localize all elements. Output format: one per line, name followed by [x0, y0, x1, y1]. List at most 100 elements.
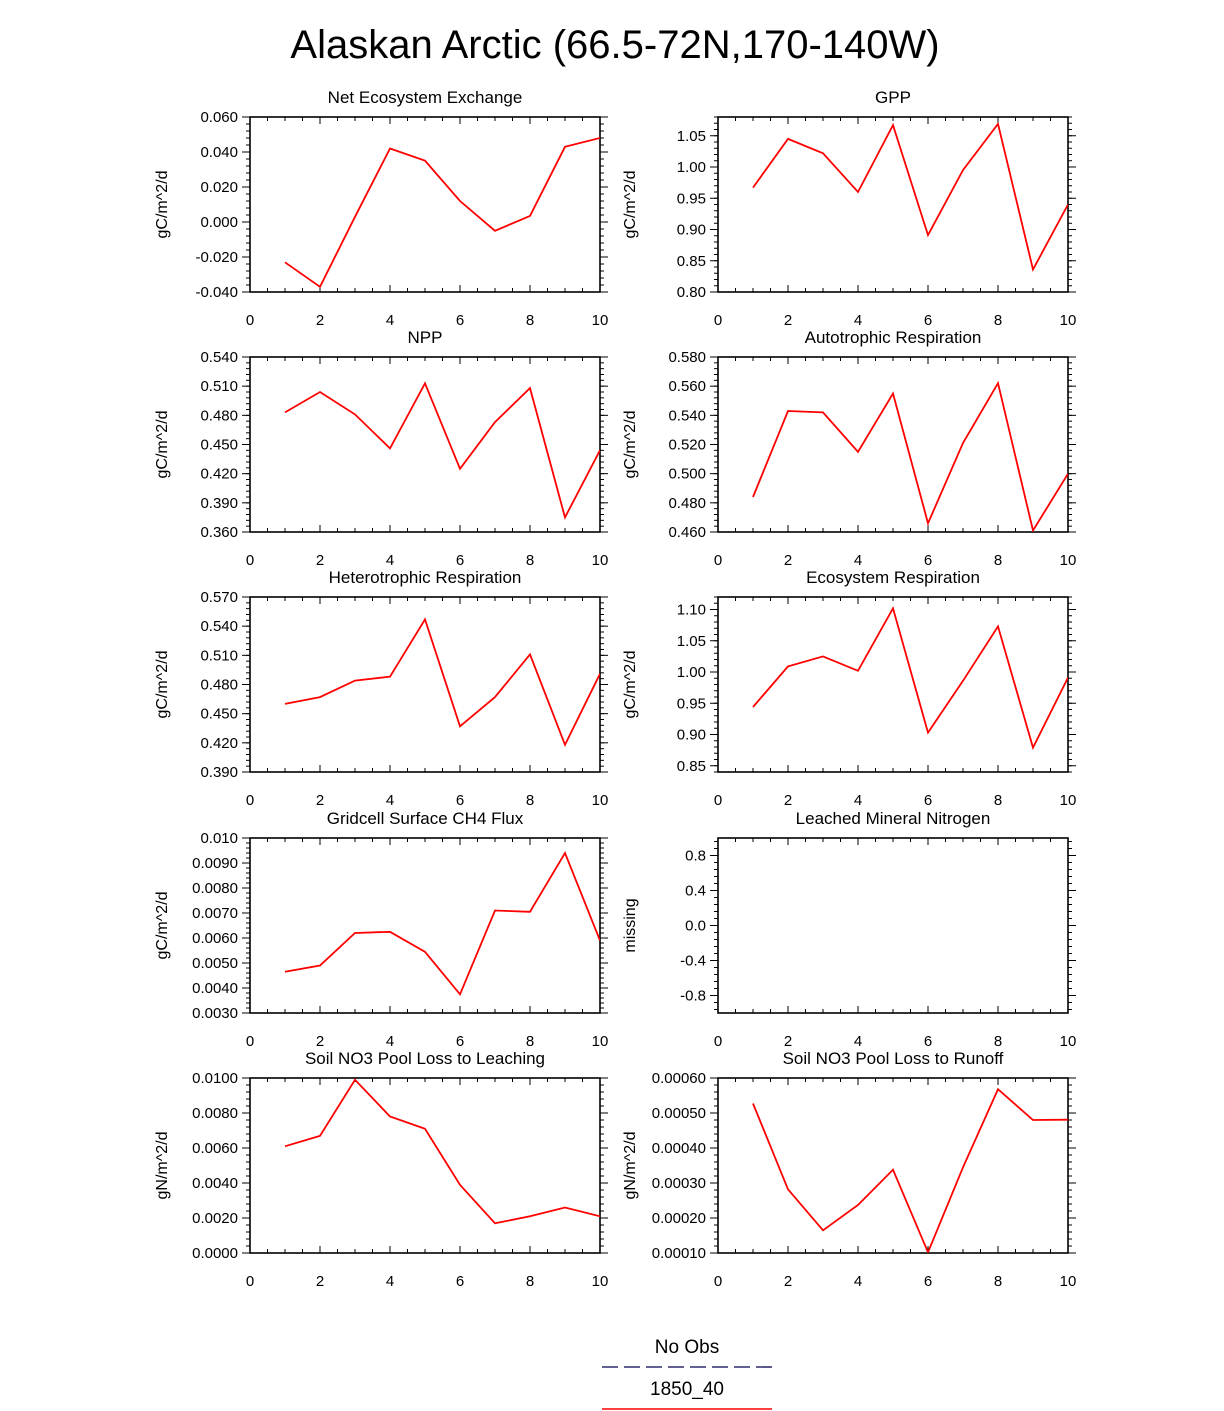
chart-panel: Leached Mineral Nitrogen 0 2 4 6 8 10 -0.8 -0.4 0… [622, 809, 1076, 1050]
plot-frame [717, 837, 1069, 1014]
x-tick-label: 8 [526, 1033, 534, 1050]
legend-label: No Obs [655, 1337, 719, 1358]
chart-panel: Heterotrophic Respiration 0 2 4 6 8 10 0.390 0.4… [154, 568, 608, 809]
y-tick-label: 1.00 [677, 159, 706, 176]
panel-title: Heterotrophic Respiration [329, 568, 522, 587]
legend: No Obs 1850_40 [602, 1337, 772, 1410]
x-tick-label: 10 [592, 792, 609, 809]
y-tick-label: -0.8 [680, 988, 706, 1005]
x-tick-label: 10 [592, 312, 609, 329]
y-axis-label: gC/m^2/d [154, 171, 171, 239]
y-tick-label: 0.0000 [192, 1245, 238, 1262]
panel-title: Leached Mineral Nitrogen [796, 809, 991, 828]
y-tick-label: 0.0040 [192, 1175, 238, 1192]
x-tick-label: 6 [456, 312, 464, 329]
y-tick-label: 1.05 [677, 633, 706, 650]
y-tick-label: 0.0060 [192, 1140, 238, 1157]
y-tick-label: 0.0090 [192, 855, 238, 872]
y-tick-label: 0.420 [200, 466, 238, 483]
chart-panel: Gridcell Surface CH4 Flux 0 2 4 6 8 10 0.0030 0.… [154, 809, 608, 1050]
y-tick-label: 0.0 [685, 918, 706, 935]
y-tick-label: 0.95 [677, 190, 706, 207]
y-tick-label: 0.390 [200, 764, 238, 781]
y-axis-label: gC/m^2/d [154, 651, 171, 719]
x-tick-label: 2 [316, 1033, 324, 1050]
series-line [752, 121, 1068, 273]
y-tick-label: 0.420 [200, 735, 238, 752]
x-tick-label: 0 [714, 1273, 722, 1290]
y-tick-label: 0.0030 [192, 1005, 238, 1022]
y-tick-label: 0.0040 [192, 980, 238, 997]
y-tick-label: 0.0020 [192, 1210, 238, 1227]
x-tick-label: 2 [316, 792, 324, 809]
y-axis-label: gC/m^2/d [154, 411, 171, 479]
x-tick-label: 8 [994, 552, 1002, 569]
y-tick-label: 0.480 [200, 677, 238, 694]
y-tick-label: 0.0100 [192, 1070, 238, 1087]
y-tick-label: -0.040 [195, 284, 238, 301]
chart-panel: Soil NO3 Pool Loss to Runoff 0 2 4 6 8 10 0.000… [622, 1049, 1076, 1290]
y-tick-label: 0.460 [668, 524, 706, 541]
x-tick-label: 8 [994, 1033, 1002, 1050]
y-axis-label: gC/m^2/d [154, 892, 171, 960]
x-tick-label: 0 [246, 312, 254, 329]
y-tick-label: 0.8 [685, 848, 706, 865]
series-line [284, 137, 600, 289]
series-line [284, 381, 600, 520]
x-tick-label: 8 [994, 1273, 1002, 1290]
x-tick-label: 10 [1060, 1273, 1077, 1290]
y-tick-label: 0.0050 [192, 955, 238, 972]
y-tick-label: 0.00050 [652, 1105, 706, 1122]
panel-title: Gridcell Surface CH4 Flux [327, 809, 524, 828]
y-axis-label: gC/m^2/d [622, 411, 639, 479]
panel-title: Soil NO3 Pool Loss to Runoff [783, 1049, 1004, 1068]
x-tick-label: 8 [526, 792, 534, 809]
y-axis-label: gC/m^2/d [622, 171, 639, 239]
panels: Net Ecosystem Exchange 0 2 4 6 8 10 -0.040 -0.02… [154, 88, 1076, 1290]
x-tick-label: 8 [994, 312, 1002, 329]
y-tick-label: 0.90 [677, 727, 706, 744]
y-tick-label: 0.010 [200, 830, 238, 847]
x-tick-label: 0 [246, 792, 254, 809]
x-tick-label: 2 [784, 792, 792, 809]
x-tick-label: 4 [854, 792, 862, 809]
x-tick-label: 8 [526, 552, 534, 569]
series-line [752, 605, 1068, 751]
x-tick-label: 4 [386, 312, 394, 329]
panel-title: Ecosystem Respiration [806, 568, 980, 587]
x-tick-label: 2 [316, 312, 324, 329]
y-tick-label: 0.85 [677, 253, 706, 270]
y-tick-label: 0.390 [200, 495, 238, 512]
y-tick-label: 0.480 [200, 407, 238, 424]
y-tick-label: 0.0080 [192, 880, 238, 897]
y-axis-label: gN/m^2/d [154, 1132, 171, 1200]
chart-panel: Autotrophic Respiration 0 2 4 6 8 10 0.460 0.480… [622, 328, 1076, 569]
x-tick-label: 6 [456, 552, 464, 569]
x-tick-label: 4 [386, 792, 394, 809]
y-tick-label: 1.05 [677, 128, 706, 145]
main-title: Alaskan Arctic (66.5-72N,170-140W) [290, 23, 939, 67]
chart-panel: NPP 0 2 4 6 8 10 0.360 0.390 0.420 0.450 0.480 0.510… [154, 328, 608, 569]
y-tick-label: 1.00 [677, 664, 706, 681]
y-tick-label: 0.500 [668, 466, 706, 483]
x-tick-label: 6 [456, 1273, 464, 1290]
panel-title: Autotrophic Respiration [805, 328, 982, 347]
y-tick-label: 0.580 [668, 349, 706, 366]
y-tick-label: 0.85 [677, 758, 706, 775]
x-tick-label: 0 [714, 1033, 722, 1050]
y-tick-label: 0.95 [677, 695, 706, 712]
x-tick-label: 6 [924, 1033, 932, 1050]
x-tick-label: 4 [386, 1273, 394, 1290]
panel-title: Net Ecosystem Exchange [328, 88, 523, 107]
y-tick-label: 0.480 [668, 495, 706, 512]
x-tick-label: 6 [924, 312, 932, 329]
y-tick-label: 0.040 [200, 144, 238, 161]
y-tick-label: -0.4 [680, 953, 706, 970]
x-tick-label: 10 [1060, 792, 1077, 809]
y-tick-label: 0.0070 [192, 905, 238, 922]
y-tick-label: 0.00030 [652, 1175, 706, 1192]
x-tick-label: 4 [854, 312, 862, 329]
x-tick-label: 8 [526, 312, 534, 329]
x-tick-label: 6 [924, 792, 932, 809]
